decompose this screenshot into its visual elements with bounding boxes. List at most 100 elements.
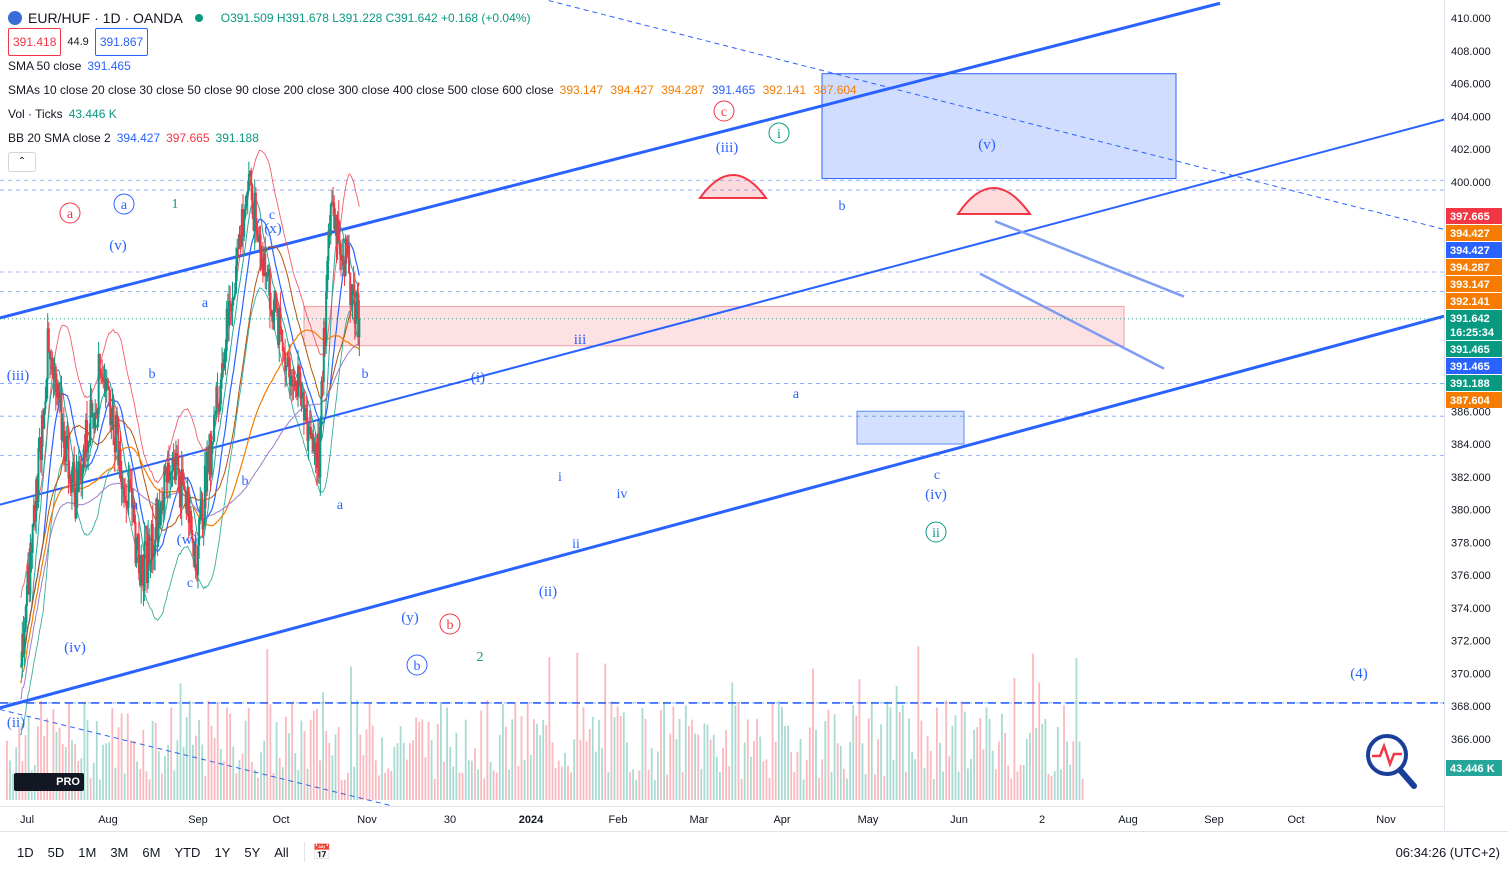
wave-label[interactable]: b — [439, 613, 461, 635]
timeframe-button[interactable]: 6M — [142, 844, 161, 860]
wave-label[interactable]: (iv) — [925, 487, 947, 503]
clock[interactable]: 06:34:26 (UTC+2) — [1395, 844, 1500, 860]
wave-label[interactable]: c — [934, 468, 940, 483]
volume-bar — [306, 768, 309, 800]
symbol-title[interactable]: EUR/HUF · 1D · OANDA — [28, 10, 183, 26]
candle — [70, 466, 73, 510]
wave-label[interactable]: b — [839, 199, 846, 214]
candle — [47, 322, 50, 353]
time-tick-label: Oct — [1287, 814, 1304, 826]
candle — [226, 293, 229, 342]
candle — [181, 455, 184, 486]
timeframe-button[interactable]: YTD — [174, 844, 201, 860]
wave-label[interactable]: b — [149, 367, 156, 382]
timeframe-button[interactable]: 5D — [47, 844, 65, 860]
wave-label[interactable]: b — [242, 474, 249, 489]
wave-label[interactable]: (iii) — [716, 140, 739, 156]
volume-bar — [784, 726, 786, 800]
candle — [81, 463, 84, 500]
volume-bar — [1063, 705, 1065, 800]
magnifier-icon[interactable] — [1366, 734, 1417, 789]
wave-label[interactable]: i — [558, 470, 562, 485]
buy-price-button[interactable]: 391.867 — [94, 28, 149, 56]
volume-bar — [548, 657, 551, 800]
price-axis[interactable]: 410.000 408.000 406.000 404.000 402.000 400.0… — [1444, 0, 1508, 830]
wave-label[interactable]: iv — [617, 487, 628, 502]
timeframe-button[interactable]: 5Y — [244, 844, 261, 860]
wave-label[interactable]: (4) — [1350, 666, 1368, 682]
svg-text:393.147: 393.147 — [1450, 279, 1490, 291]
volume-bar — [480, 710, 483, 800]
volume-bar — [136, 761, 138, 800]
candle — [335, 214, 338, 264]
price-tick-label: 376.000 — [1451, 570, 1491, 582]
timeframe-button[interactable]: 1Y — [214, 844, 231, 860]
svg-text:ii: ii — [572, 537, 580, 552]
wave-label[interactable]: (y) — [401, 610, 419, 626]
date-range-icon[interactable]: 📅 — [312, 844, 332, 861]
candle — [201, 492, 204, 538]
wave-label[interactable]: (x) — [264, 221, 282, 237]
wave-label[interactable]: c — [713, 100, 735, 122]
volume-bar — [195, 735, 197, 800]
timeframe-button[interactable]: All — [274, 844, 289, 860]
wave-label[interactable]: a — [202, 296, 209, 311]
wave-label[interactable]: a — [337, 498, 344, 513]
volume-bar — [514, 702, 517, 800]
wave-label[interactable]: (i) — [471, 370, 485, 386]
collapse-legend-button[interactable]: ⌃ — [8, 152, 36, 172]
svg-text:(4): (4) — [1350, 666, 1368, 682]
wave-label[interactable]: a — [113, 193, 135, 215]
wave-label[interactable]: (ii) — [539, 584, 557, 600]
volume-bar — [743, 742, 746, 800]
wave-label[interactable]: (v) — [978, 137, 996, 153]
wave-label[interactable]: (iv) — [64, 640, 86, 656]
wave-label[interactable]: i — [768, 122, 790, 144]
wave-label[interactable]: 1 — [172, 197, 179, 212]
indicator-volume[interactable]: Vol · Ticks 43.446 K — [8, 102, 861, 126]
indicator-bb[interactable]: BB 20 SMA close 2 394.427 397.665 391.18… — [8, 126, 861, 150]
candle — [79, 456, 82, 481]
volume-bar — [492, 770, 495, 800]
wave-label[interactable]: ii — [925, 521, 947, 543]
candle — [285, 365, 288, 386]
candle — [132, 488, 135, 523]
indicator-smas[interactable]: SMAs 10 close 20 close 30 close 50 close… — [8, 78, 861, 102]
candle — [210, 430, 213, 478]
wave-label[interactable]: a — [793, 387, 800, 402]
wave-label[interactable]: (w) — [177, 532, 198, 548]
timeframe-button[interactable]: 1D — [17, 844, 34, 860]
wave-label[interactable]: b — [362, 367, 369, 382]
candle — [312, 423, 315, 454]
volume-bar — [294, 753, 297, 800]
time-axis[interactable]: Jul Aug Sep Oct Nov 30 2024 Feb Mar Apr May Jun 2 Aug… — [0, 806, 1444, 831]
vol-value: 43.446 K — [68, 107, 117, 121]
wave-label[interactable]: b — [406, 654, 428, 676]
volume-bar — [678, 718, 681, 800]
wave-label[interactable]: 2 — [477, 650, 484, 665]
wave-label[interactable]: c — [187, 576, 193, 591]
timeframe-button[interactable]: 1M — [78, 844, 97, 860]
candle — [222, 352, 225, 378]
wave-label[interactable]: (ii) — [7, 715, 25, 731]
price-chart[interactable]: (iii)(iv)(v)(ii)aa 1abacb(w)c(x)ba(y)bb2i… — [0, 0, 1444, 806]
wave-label[interactable]: a — [59, 202, 81, 224]
volume-bar — [331, 755, 334, 800]
wave-label[interactable]: (iii) — [7, 368, 30, 384]
volume-bar — [1001, 713, 1003, 800]
timeframe-button[interactable]: 3M — [110, 844, 129, 860]
time-tick-label: Oct — [272, 814, 289, 826]
candle — [178, 468, 181, 508]
candle — [103, 363, 106, 398]
tradingview-logo[interactable]: PRO — [14, 773, 84, 791]
volume-bar — [960, 701, 963, 800]
wave-label[interactable]: iii — [574, 332, 587, 348]
indicator-sma50[interactable]: SMA 50 close 391.465 — [8, 54, 861, 78]
candle — [300, 381, 303, 412]
wave-label[interactable]: a — [132, 498, 139, 513]
wave-label[interactable]: ii — [572, 537, 580, 552]
wave-label[interactable]: (v) — [109, 238, 127, 254]
sell-price-button[interactable]: 391.418 — [8, 28, 62, 56]
volume-bar — [557, 760, 560, 800]
wave-label[interactable]: c — [269, 208, 275, 223]
